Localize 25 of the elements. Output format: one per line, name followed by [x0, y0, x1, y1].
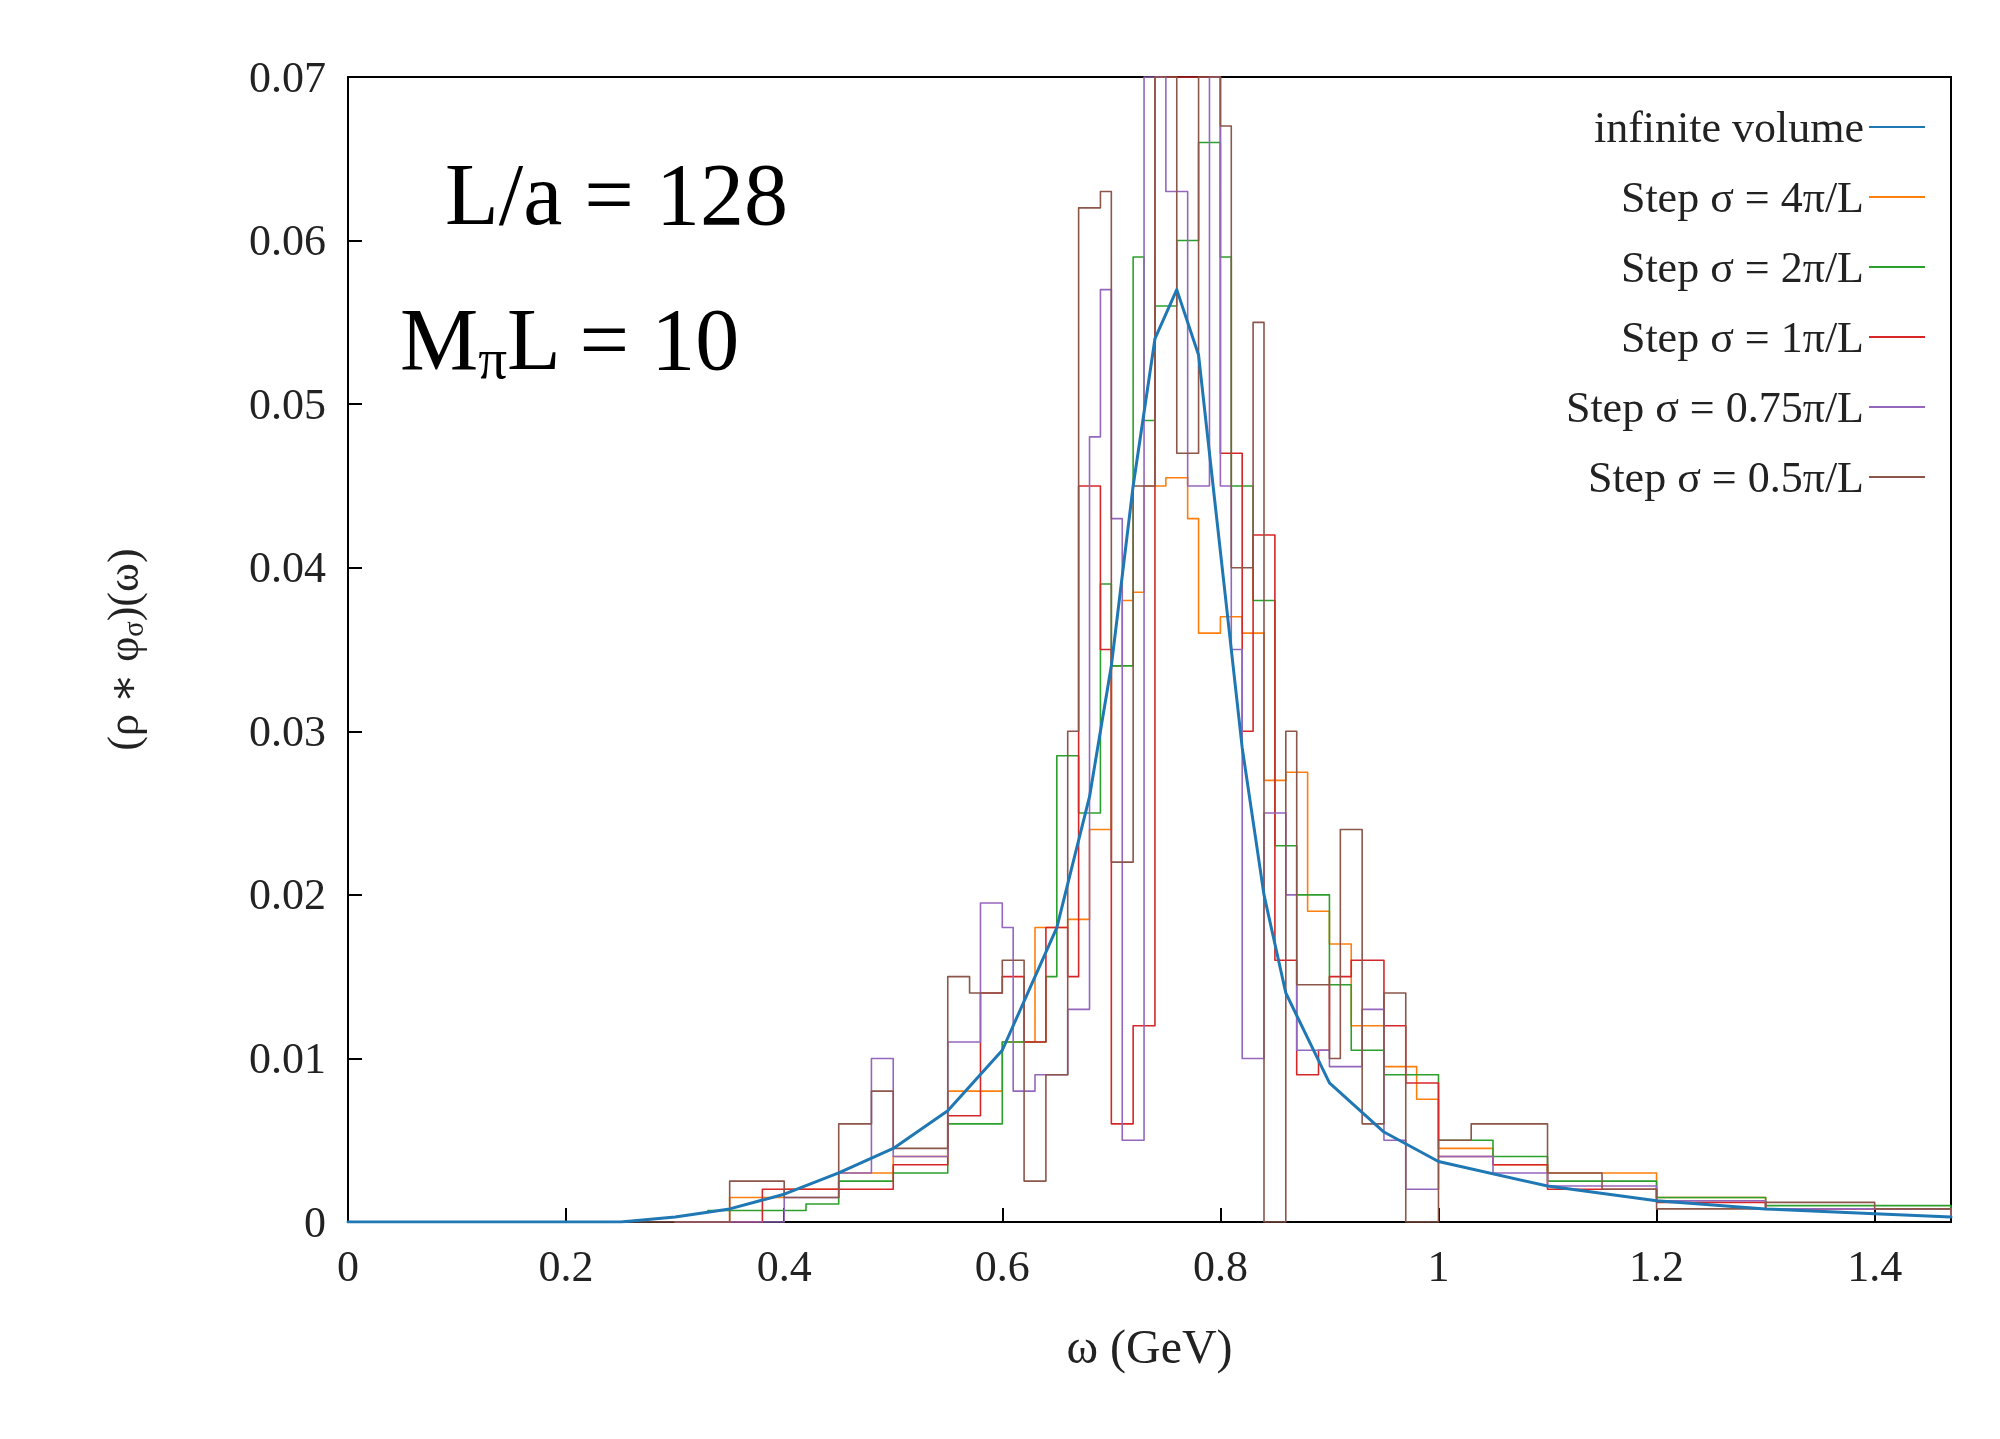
- y-tick-label: 0.04: [249, 543, 326, 593]
- y-axis-title: (ρ ∗ φσ)(ω): [99, 548, 149, 751]
- legend-label: infinite volume: [1593, 102, 1864, 152]
- legend-label: Step σ = 1π/L: [1620, 312, 1864, 362]
- x-tick-label: 0.4: [756, 1241, 812, 1291]
- x-tick-label: 0: [337, 1241, 359, 1291]
- x-tick-label: 0.2: [538, 1241, 594, 1291]
- legend-label: Step σ = 0.75π/L: [1565, 382, 1864, 432]
- annotation: L/a = 128: [445, 145, 788, 243]
- legend-label: Step σ = 2π/L: [1620, 242, 1864, 292]
- y-tick-label: 0.05: [249, 379, 326, 429]
- x-tick-label: 1.2: [1629, 1241, 1685, 1291]
- y-tick-label: 0.03: [249, 706, 326, 756]
- legend-label: Step σ = 0.5π/L: [1587, 452, 1864, 502]
- x-tick-label: 1.4: [1847, 1241, 1903, 1291]
- legend-label: Step σ = 4π/L: [1620, 172, 1864, 222]
- x-tick-label: 0.6: [974, 1241, 1030, 1291]
- y-tick-label: 0.02: [249, 870, 326, 920]
- y-tick-label: 0: [304, 1197, 326, 1247]
- x-axis-title: ω (GeV): [1066, 1319, 1233, 1374]
- x-tick-label: 1: [1427, 1241, 1450, 1291]
- y-tick-label: 0.07: [249, 52, 326, 102]
- y-tick-label: 0.06: [249, 216, 326, 266]
- y-tick-label: 0.01: [249, 1033, 326, 1083]
- x-tick-label: 0.8: [1192, 1241, 1248, 1291]
